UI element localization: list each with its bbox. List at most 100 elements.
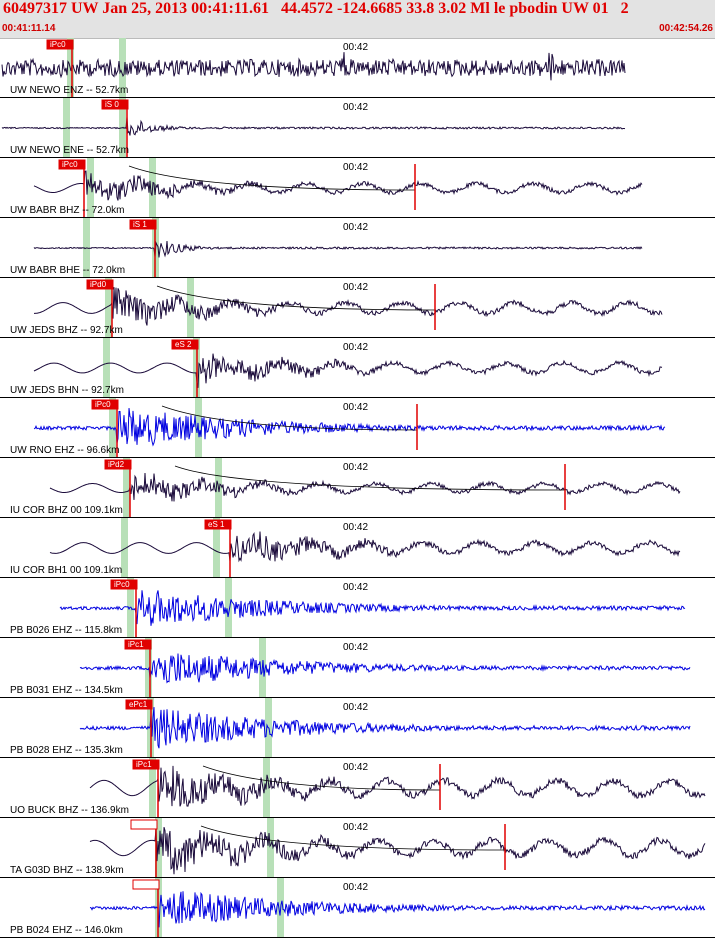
station-label: UW BABR BHZ -- 72.0km (10, 205, 124, 216)
time-tick-label: 00:42 (343, 522, 368, 533)
phase-pick-label: iPc0 (50, 40, 66, 49)
phase-band (267, 818, 274, 878)
time-tick-label: 00:42 (343, 102, 368, 113)
waveform-trace (89, 765, 706, 807)
channel-row[interactable]: 00:42 iPc0 UW RNO EHZ -- 96.6km (0, 398, 715, 458)
phase-band (123, 458, 130, 518)
seismogram-svg[interactable]: 00:42 iPc0 UW NEWO ENZ -- 52.7km 00:42 iS 0 U… (0, 38, 715, 938)
event-header: 60497317 UW Jan 25, 2013 00:41:11.61 44.… (0, 0, 715, 39)
phase-pick-label: iPc0 (95, 400, 111, 409)
station-label: PB B028 EHZ -- 135.3km (10, 745, 123, 756)
phase-band (103, 338, 110, 398)
phase-pick-flag[interactable] (125, 699, 153, 710)
time-tick-label: 00:42 (343, 282, 368, 293)
waveform-trace (49, 472, 681, 502)
channel-row[interactable]: 00:42 ePc1 PB B028 EHZ -- 135.3km (0, 698, 715, 758)
channel-row[interactable]: 00:42 iPc1 UO BUCK BHZ -- 136.9km (0, 758, 715, 818)
phase-pick-flag[interactable] (101, 99, 129, 110)
waveform-trace (1, 116, 626, 136)
phase-pick-flag[interactable] (130, 819, 158, 830)
phase-pick-flag[interactable] (91, 399, 119, 410)
channel-row[interactable]: 00:42 eS 1 IU COR BH1 00 109.1km (0, 518, 715, 578)
phase-pick-label: iPc0 (62, 160, 78, 169)
event-title: 60497317 UW Jan 25, 2013 00:41:11.61 44.… (3, 0, 629, 17)
start-time: 00:41:11.14 (2, 23, 56, 34)
phase-pick-flag[interactable] (110, 579, 138, 590)
seismogram-plot[interactable]: 00:42 iPc0 UW NEWO ENZ -- 52.7km 00:42 iS 0 U… (0, 38, 715, 938)
channel-row[interactable]: 00:42 iS 1 UW BABR BHE -- 72.0km (0, 218, 715, 278)
station-label: UW BABR BHE -- 72.0km (10, 265, 125, 276)
decay-curve (200, 825, 506, 851)
phase-pick-label: iPc0 (114, 580, 130, 589)
decay-curve (128, 165, 416, 191)
phase-pick-label: P 0 (136, 880, 148, 889)
time-tick-label: 00:42 (343, 402, 368, 413)
phase-pick-label: P U (134, 820, 147, 829)
channel-row[interactable]: 00:42 iPc0 PB B026 EHZ -- 115.8km (0, 578, 715, 638)
waveform-trace (33, 240, 643, 258)
channel-row[interactable]: 00:42 P 0 PB B024 EHZ -- 146.0km (0, 878, 715, 938)
time-tick-label: 00:42 (343, 882, 368, 893)
waveform-trace (34, 287, 663, 326)
phase-pick-flag[interactable] (204, 519, 232, 530)
waveform-trace (49, 531, 681, 563)
phase-pick-label: iPc1 (128, 640, 144, 649)
channel-row[interactable]: 00:42 iPc0 UW NEWO ENZ -- 52.7km (0, 38, 715, 98)
time-tick-label: 00:42 (343, 342, 368, 353)
phase-pick-flag[interactable] (124, 639, 152, 650)
phase-band (149, 758, 156, 818)
waveform-trace (89, 891, 706, 928)
time-tick-label: 00:42 (343, 42, 368, 53)
phase-band (225, 578, 232, 638)
waveform-trace (1, 52, 626, 81)
station-label: PB B031 EHZ -- 134.5km (10, 685, 123, 696)
phase-pick-flag[interactable] (132, 759, 160, 770)
end-time: 00:42:54.26 (659, 23, 713, 34)
phase-pick-flag[interactable] (104, 459, 132, 470)
waveform-trace (33, 408, 666, 447)
phase-pick-flag[interactable] (132, 879, 160, 890)
phase-band (105, 278, 112, 338)
phase-band (119, 38, 126, 98)
station-label: PB B026 EHZ -- 115.8km (10, 625, 122, 636)
station-label: UW JEDS BHN -- 92.7km (10, 385, 124, 396)
channel-row[interactable]: 00:42 eS 2 UW JEDS BHN -- 92.7km (0, 338, 715, 398)
time-tick-label: 00:42 (343, 702, 368, 713)
phase-pick-label: eS 1 (208, 520, 225, 529)
phase-band (127, 578, 134, 638)
time-tick-label: 00:42 (343, 162, 368, 173)
waveform-trace (79, 707, 691, 749)
phase-pick-flag[interactable] (171, 339, 199, 350)
channel-row[interactable]: 00:42 iPd2 IU COR BHZ 00 109.1km (0, 458, 715, 518)
waveform-trace (59, 590, 686, 626)
phase-pick-flag[interactable] (129, 219, 157, 230)
time-tick-label: 00:42 (343, 222, 368, 233)
station-label: UW NEWO ENE -- 52.7km (10, 145, 129, 156)
decay-curve (161, 405, 418, 431)
phase-band (121, 518, 128, 578)
phase-pick-label: iS 1 (133, 220, 147, 229)
time-tick-label: 00:42 (343, 642, 368, 653)
channel-row[interactable]: 00:42 P U TA G03D BHZ -- 138.9km (0, 818, 715, 878)
phase-pick-label: iPc1 (136, 760, 152, 769)
phase-band (87, 158, 94, 218)
channel-row[interactable]: 00:42 iPd0 UW JEDS BHZ -- 92.7km (0, 278, 715, 338)
station-label: UW NEWO ENZ -- 52.7km (10, 85, 128, 96)
waveform-trace (89, 827, 706, 875)
channel-row[interactable]: 00:42 iS 0 UW NEWO ENE -- 52.7km (0, 98, 715, 158)
decay-curve (156, 285, 436, 311)
decay-curve (174, 465, 566, 491)
time-tick-label: 00:42 (343, 462, 368, 473)
channel-row[interactable]: 00:42 iPc1 PB B031 EHZ -- 134.5km (0, 638, 715, 698)
phase-pick-flag[interactable] (86, 279, 114, 290)
phase-pick-label: iPd2 (108, 460, 125, 469)
station-label: PB B024 EHZ -- 146.0km (10, 925, 123, 936)
phase-pick-label: iPd0 (90, 280, 107, 289)
station-label: UO BUCK BHZ -- 136.9km (10, 805, 129, 816)
phase-pick-flag[interactable] (58, 159, 86, 170)
station-label: TA G03D BHZ -- 138.9km (10, 865, 124, 876)
phase-band (187, 278, 194, 338)
phase-pick-flag[interactable] (46, 39, 74, 50)
station-label: UW JEDS BHZ -- 92.7km (10, 325, 123, 336)
channel-row[interactable]: 00:42 iPc0 UW BABR BHZ -- 72.0km (0, 158, 715, 218)
